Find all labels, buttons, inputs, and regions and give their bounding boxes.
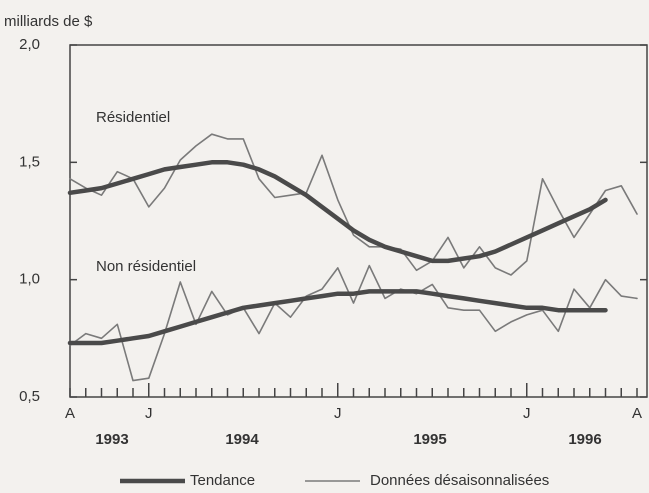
- raw-line: [69, 264, 638, 382]
- legend-label: Données désaisonnalisées: [370, 472, 549, 489]
- raw-line: [69, 133, 638, 276]
- series-label: Résidentiel: [96, 109, 170, 126]
- x-tick-label: A: [65, 405, 75, 422]
- series-label: Non résidentiel: [96, 258, 196, 275]
- year-label: 1994: [225, 431, 259, 448]
- x-tick-label: J: [523, 405, 531, 422]
- year-label: 1995: [413, 431, 446, 448]
- y-tick-label: 1,5: [19, 153, 40, 170]
- x-tick-label: A: [632, 405, 642, 422]
- y-tick-label: 0,5: [19, 388, 40, 405]
- year-label: 1993: [95, 431, 128, 448]
- x-tick-label: J: [334, 405, 342, 422]
- x-tick-label: J: [145, 405, 153, 422]
- y-tick-label: 1,0: [19, 271, 40, 288]
- trend-line: [67, 160, 608, 264]
- year-label: 1996: [568, 431, 601, 448]
- y-tick-label: 2,0: [19, 36, 40, 53]
- plot-frame: [69, 44, 648, 398]
- y-axis-title: milliards de $: [4, 13, 93, 30]
- trend-line: [67, 289, 608, 346]
- legend-label: Tendance: [190, 472, 255, 489]
